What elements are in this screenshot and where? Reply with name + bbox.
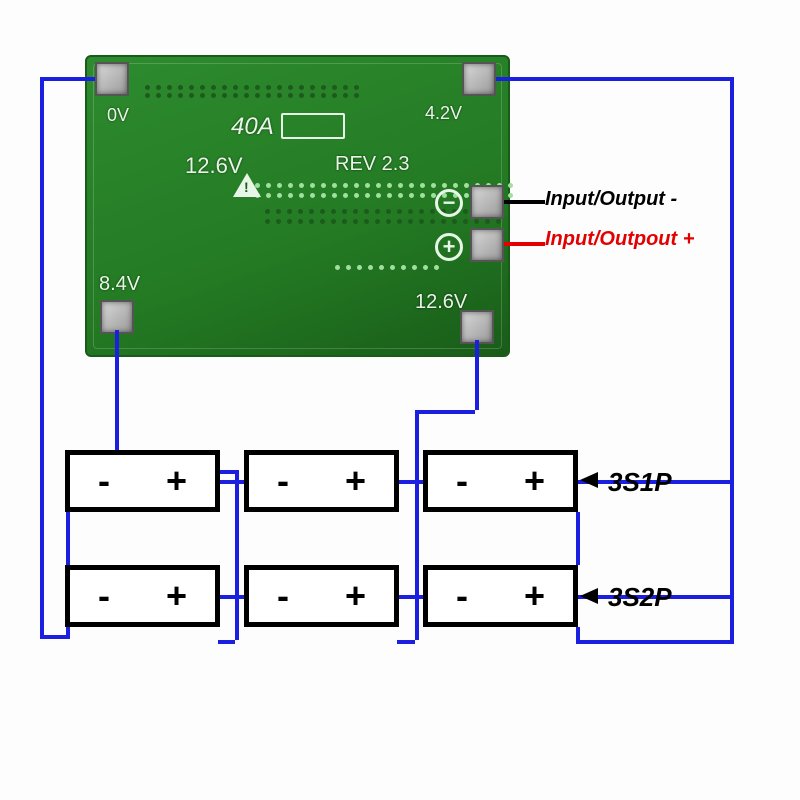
cell-pos: +: [166, 575, 187, 617]
arrow-left-0: [580, 472, 598, 488]
via-row-0: [145, 85, 359, 90]
wire-3: [66, 512, 70, 565]
cell-pos: +: [524, 575, 545, 617]
label-input-output--: Input/Output -: [545, 188, 677, 211]
wire-25: [504, 242, 545, 246]
wire-2: [40, 635, 70, 639]
silk-box-0: [281, 113, 345, 139]
warning-icon: [233, 173, 261, 197]
silk-rev23: REV 2.3: [335, 153, 409, 176]
wire-23: [397, 640, 415, 644]
cell-neg: -: [277, 575, 289, 617]
battery-cell-r1-c2: -+: [423, 565, 578, 627]
arrow-left-1: [580, 588, 598, 604]
wire-6: [730, 77, 734, 640]
pad-out-pos: [470, 228, 504, 262]
label-input-outpout--: Input/Outpout +: [545, 228, 694, 251]
wire-4: [66, 627, 70, 635]
battery-cell-r1-c1: -+: [244, 565, 399, 627]
wire-1: [40, 77, 44, 635]
wire-0: [40, 77, 95, 81]
cell-neg: -: [456, 460, 468, 502]
wire-20: [415, 410, 419, 640]
label-3s2p: 3S2P: [608, 582, 672, 613]
battery-cell-r0-c0: -+: [65, 450, 220, 512]
via-row-5: [265, 219, 501, 224]
via-row-1: [145, 93, 359, 98]
battery-cell-r0-c2: -+: [423, 450, 578, 512]
terminal-minus-icon: −: [435, 189, 463, 217]
wire-17: [218, 640, 235, 644]
cell-pos: +: [166, 460, 187, 502]
via-row-4: [265, 209, 501, 214]
battery-cell-r1-c0: -+: [65, 565, 220, 627]
silk-40a: 40A: [231, 113, 274, 141]
wire-19: [415, 410, 475, 414]
wire-18: [475, 340, 479, 410]
label-3s1p: 3S1P: [608, 467, 672, 498]
wire-5: [496, 77, 730, 81]
cell-neg: -: [98, 460, 110, 502]
silk-42v: 4.2V: [425, 103, 462, 124]
terminal-plus-icon: +: [435, 233, 463, 261]
battery-cell-r0-c1: -+: [244, 450, 399, 512]
cell-pos: +: [345, 575, 366, 617]
silk-0v: 0V: [107, 105, 129, 126]
pad-0v: [95, 62, 129, 96]
cell-neg: -: [456, 575, 468, 617]
pad-12_6v: [460, 310, 494, 344]
via-row-6: [335, 265, 439, 270]
silk-84v: 8.4V: [99, 273, 140, 296]
cell-pos: +: [345, 460, 366, 502]
wire-9: [576, 640, 734, 644]
wire-14: [235, 470, 239, 640]
wire-12: [115, 330, 119, 470]
wire-11: [576, 512, 580, 565]
pad-out-neg: [470, 185, 504, 219]
pad-8_4v: [100, 300, 134, 334]
pad-4_2v: [462, 62, 496, 96]
cell-neg: -: [98, 575, 110, 617]
cell-neg: -: [277, 460, 289, 502]
cell-pos: +: [524, 460, 545, 502]
wire-24: [504, 200, 545, 204]
wire-10: [576, 627, 580, 640]
